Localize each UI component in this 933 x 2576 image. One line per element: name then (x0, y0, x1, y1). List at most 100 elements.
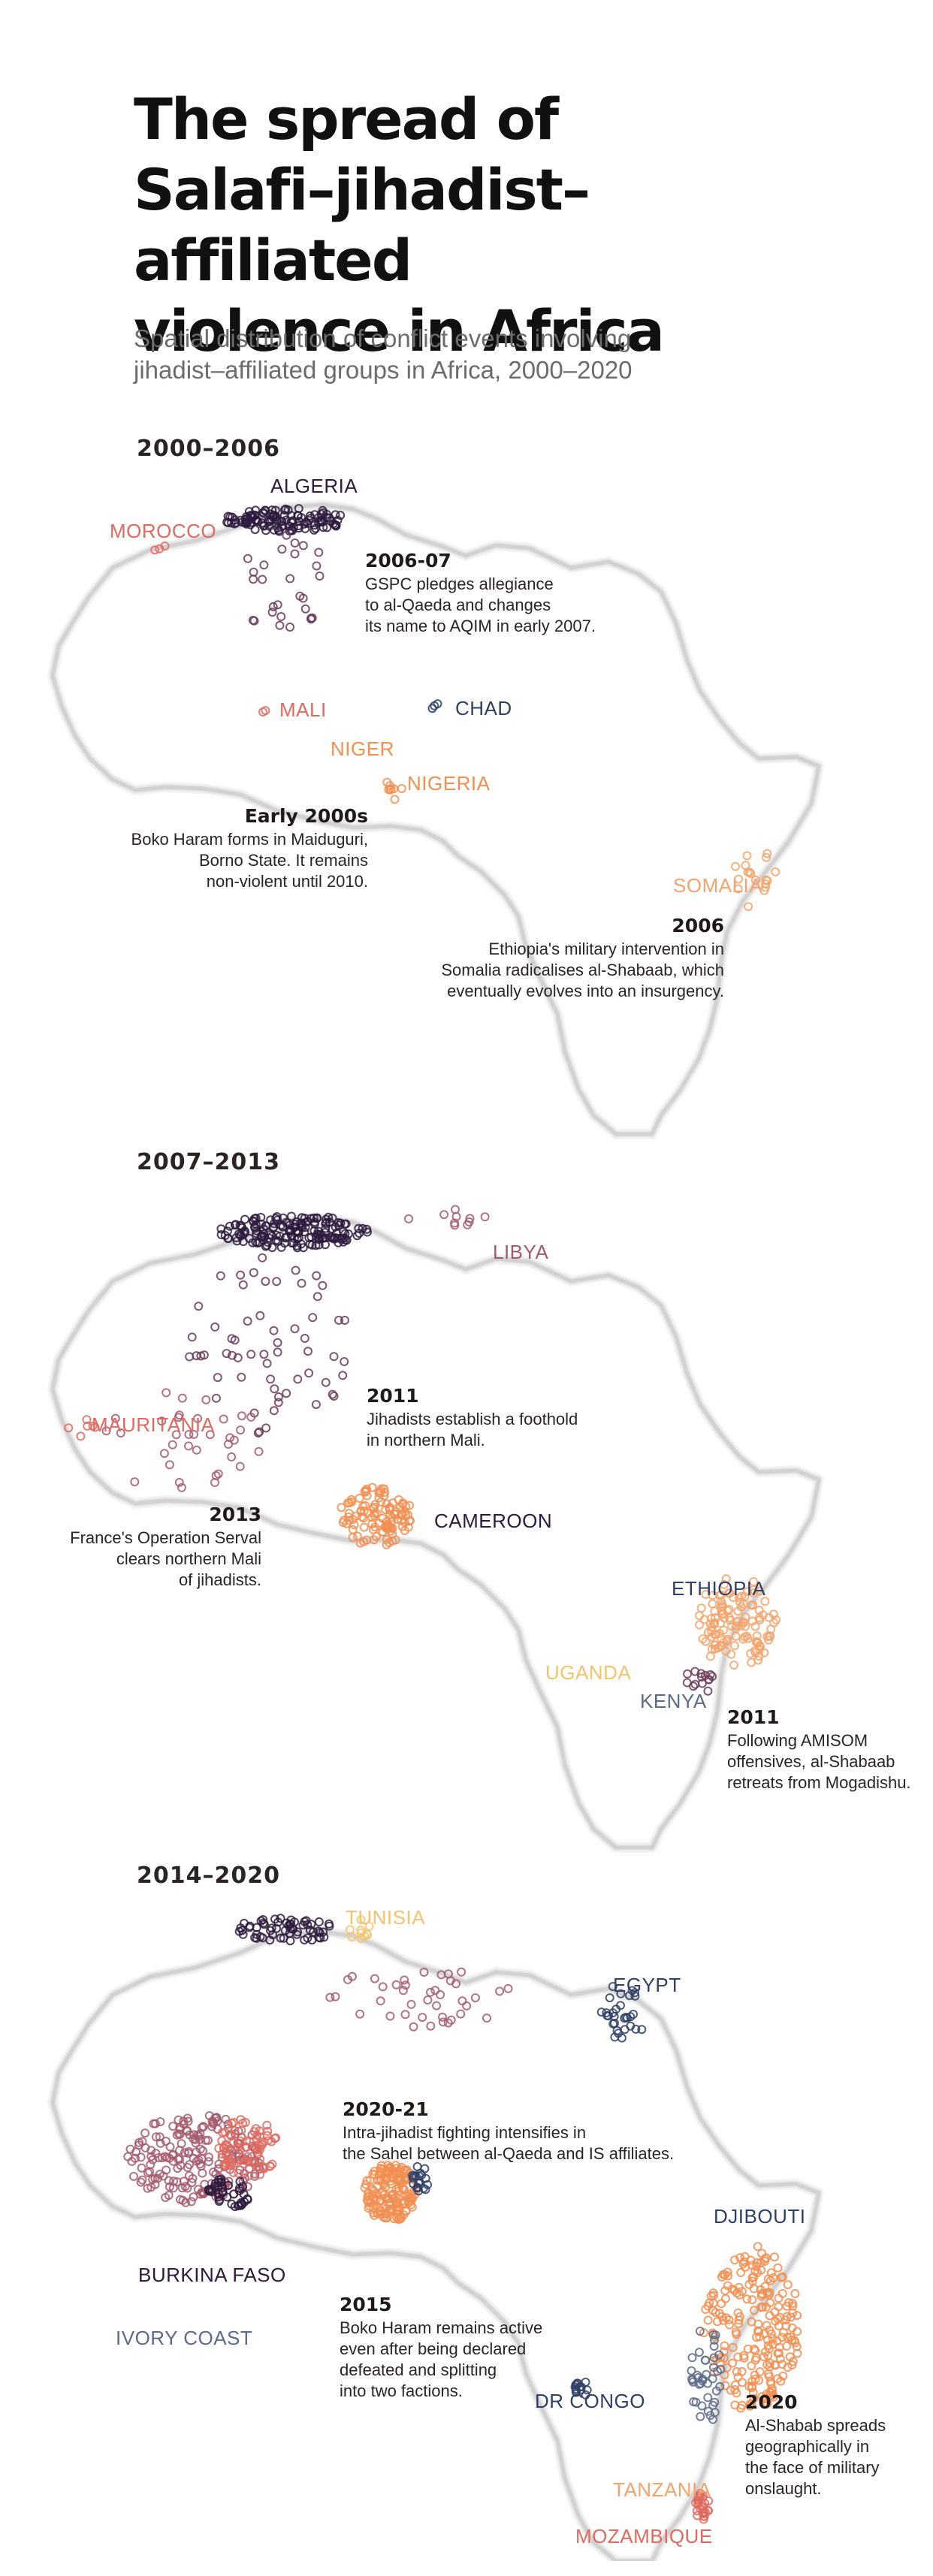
event-marker (621, 2013, 631, 2022)
event-marker (334, 1315, 343, 1325)
event-marker (457, 1996, 467, 2006)
event-marker (423, 2179, 433, 2189)
event-marker (747, 2295, 757, 2305)
event-marker (298, 541, 308, 550)
event-marker (719, 1579, 729, 1589)
event-marker (721, 1646, 731, 1656)
event-marker (315, 572, 325, 581)
event-marker (630, 1991, 640, 2001)
annotation-line: retreats from Mogadishu. (727, 1773, 911, 1792)
event-marker (222, 1349, 231, 1359)
event-marker (267, 608, 277, 617)
event-marker (259, 1920, 269, 1929)
event-marker (776, 2273, 786, 2282)
event-marker (250, 2171, 260, 2181)
event-dots (150, 504, 781, 912)
country-label-tunisia: TUNISIA (346, 1906, 426, 1929)
event-marker (689, 2397, 699, 2406)
event-marker (214, 2175, 224, 2185)
event-marker (261, 1277, 270, 1286)
event-marker (380, 2182, 390, 2192)
event-marker (288, 1924, 297, 1934)
event-marker (125, 2144, 135, 2154)
event-marker (228, 1350, 237, 1360)
event-marker (436, 1990, 445, 1999)
event-marker (343, 1974, 352, 1984)
annotation-2011-mali: 2011 Jihadists establish a foothold in n… (367, 1383, 637, 1451)
event-marker (753, 1655, 762, 1665)
event-marker (762, 2321, 771, 2330)
event-marker (696, 2412, 705, 2421)
country-label-cameroon: CAMEROON (434, 1510, 553, 1532)
event-marker (195, 2144, 205, 2154)
event-marker (602, 2010, 612, 2020)
event-marker (756, 2265, 766, 2275)
event-marker (201, 1395, 211, 1404)
event-marker (273, 600, 282, 610)
event-marker (304, 1368, 314, 1378)
event-marker (692, 2506, 702, 2516)
event-marker (276, 517, 285, 526)
annotation-year: 2013 (209, 1504, 261, 1525)
event-marker (270, 2134, 279, 2143)
event-marker (754, 2327, 764, 2336)
event-marker (261, 1221, 270, 1231)
event-marker (626, 2012, 636, 2022)
event-marker (701, 1590, 711, 1599)
event-marker (219, 1414, 228, 1424)
event-marker (631, 2024, 641, 2034)
event-marker (720, 2381, 730, 2390)
event-marker (701, 1636, 711, 1646)
event-marker (237, 517, 247, 527)
event-marker (388, 1498, 397, 1508)
annotation-line: defeated and splitting (340, 2360, 497, 2379)
event-marker (716, 1618, 726, 1628)
event-marker (188, 2173, 198, 2183)
event-marker (721, 2313, 731, 2323)
event-marker (240, 1228, 250, 1237)
annotation-2006-07: 2006-07 GSPC pledges allegiance to al-Qa… (365, 548, 681, 637)
event-marker (761, 875, 771, 885)
event-marker (451, 1979, 460, 1989)
event-marker (237, 1411, 246, 1421)
country-label-ethiopia: ETHIOPIA (672, 1577, 766, 1600)
event-marker (683, 1669, 693, 1679)
event-marker (370, 2170, 379, 2179)
event-marker (728, 2358, 738, 2368)
event-marker (213, 2192, 223, 2202)
event-marker (249, 616, 259, 626)
event-marker (737, 2287, 747, 2297)
event-marker (304, 1233, 314, 1243)
event-marker (701, 2355, 711, 2365)
event-marker (237, 2153, 247, 2163)
event-marker (695, 1611, 705, 1621)
event-marker (760, 1597, 770, 1606)
event-marker (255, 2145, 265, 2155)
event-marker (267, 1923, 276, 1933)
event-marker (750, 875, 760, 885)
event-marker (331, 1222, 340, 1232)
event-marker (157, 2153, 167, 2163)
event-marker (314, 547, 324, 557)
event-marker (198, 2122, 208, 2131)
event-marker (243, 554, 252, 563)
annotation-line: even after being declared (340, 2339, 527, 2358)
page-title: The spread of Salafi–jihadist–affiliated… (134, 84, 855, 366)
event-marker (243, 1317, 252, 1326)
event-marker (778, 2371, 788, 2381)
event-marker (710, 2397, 720, 2407)
event-marker (184, 1430, 194, 1439)
africa-map (47, 499, 824, 1139)
event-marker (279, 1933, 288, 1943)
event-marker (770, 2252, 779, 2262)
event-marker (151, 2132, 161, 2142)
event-marker (213, 1469, 223, 1479)
event-marker (721, 1574, 731, 1584)
event-marker (762, 2288, 772, 2297)
event-marker (397, 784, 406, 793)
event-marker (195, 2134, 205, 2144)
event-marker (227, 1452, 237, 1461)
event-marker (159, 1449, 169, 1458)
annotation-line: Jihadists establish a foothold (367, 1410, 578, 1428)
event-marker (258, 575, 267, 584)
